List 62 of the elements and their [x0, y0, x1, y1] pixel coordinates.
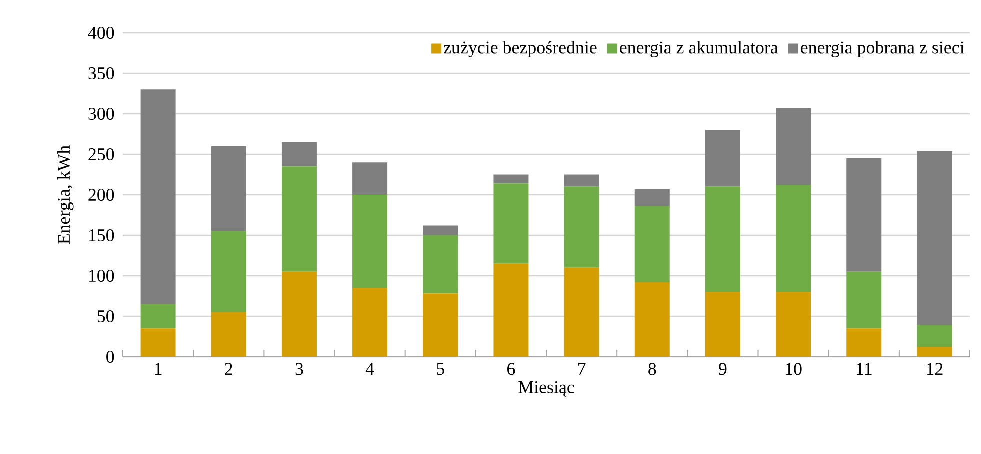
bar: [282, 142, 317, 167]
x-tick-label: 1: [155, 363, 162, 375]
y-tick-label: 400: [88, 26, 114, 40]
bar: [140, 304, 176, 329]
y-tick-label: 50: [98, 310, 114, 323]
bar: [776, 292, 812, 357]
bar: [705, 186, 740, 292]
x-tick-label: 6: [508, 363, 516, 376]
bar: [705, 130, 740, 187]
y-axis-title: Energia, kWh: [57, 146, 74, 244]
y-tick-label: 250: [88, 148, 114, 161]
bar: [634, 206, 670, 282]
x-tick-label: 12: [927, 363, 943, 376]
bar: [211, 231, 246, 312]
bar: [634, 189, 670, 206]
legend-label: energia pobrana z sieci: [801, 41, 964, 58]
bar: [282, 272, 317, 357]
y-tick-label: 300: [88, 108, 114, 120]
bar: [423, 226, 458, 236]
bar: [352, 288, 388, 357]
y-tick-label: 150: [90, 229, 114, 242]
x-tick-label: 10: [786, 363, 802, 376]
bar: [634, 282, 670, 357]
x-tick-label: 2: [225, 363, 232, 376]
x-tick-label: 8: [648, 363, 656, 376]
bar: [776, 108, 812, 186]
x-tick-label: 7: [578, 363, 586, 375]
bar: [846, 328, 882, 357]
x-axis-title: Miesiąc: [518, 381, 574, 397]
bar: [352, 194, 388, 288]
x-tick-label: 4: [366, 363, 374, 375]
bar: [564, 268, 600, 357]
bar: [140, 90, 176, 304]
bar: [211, 146, 246, 232]
y-tick-label: 350: [88, 67, 114, 80]
bar: [352, 162, 388, 195]
y-tick-label: 100: [90, 270, 114, 282]
y-tick-label: 0: [106, 350, 114, 364]
bar: [423, 235, 458, 294]
bar: [564, 186, 600, 268]
bar: [846, 158, 882, 272]
bar: [917, 151, 952, 326]
x-tick-label: 3: [296, 363, 304, 376]
bar: [564, 174, 600, 187]
bar: [494, 264, 529, 357]
bar: [494, 174, 529, 184]
bar: [211, 312, 246, 357]
bar: [917, 325, 952, 348]
legend-label: energia z akumulatora: [620, 41, 778, 58]
bar: [282, 166, 317, 272]
bar: [846, 272, 882, 329]
bar: [140, 328, 176, 357]
bar: [917, 347, 952, 357]
legend-label: zużycie bezpośrednie: [444, 41, 597, 58]
x-tick-label: 11: [857, 363, 872, 375]
x-tick-label: 5: [437, 363, 444, 376]
bar: [776, 185, 812, 292]
y-tick-label: 200: [88, 188, 114, 202]
x-tick-label: 9: [719, 363, 727, 376]
bar: [494, 184, 529, 264]
bar: [705, 292, 740, 357]
bar: [423, 294, 458, 357]
